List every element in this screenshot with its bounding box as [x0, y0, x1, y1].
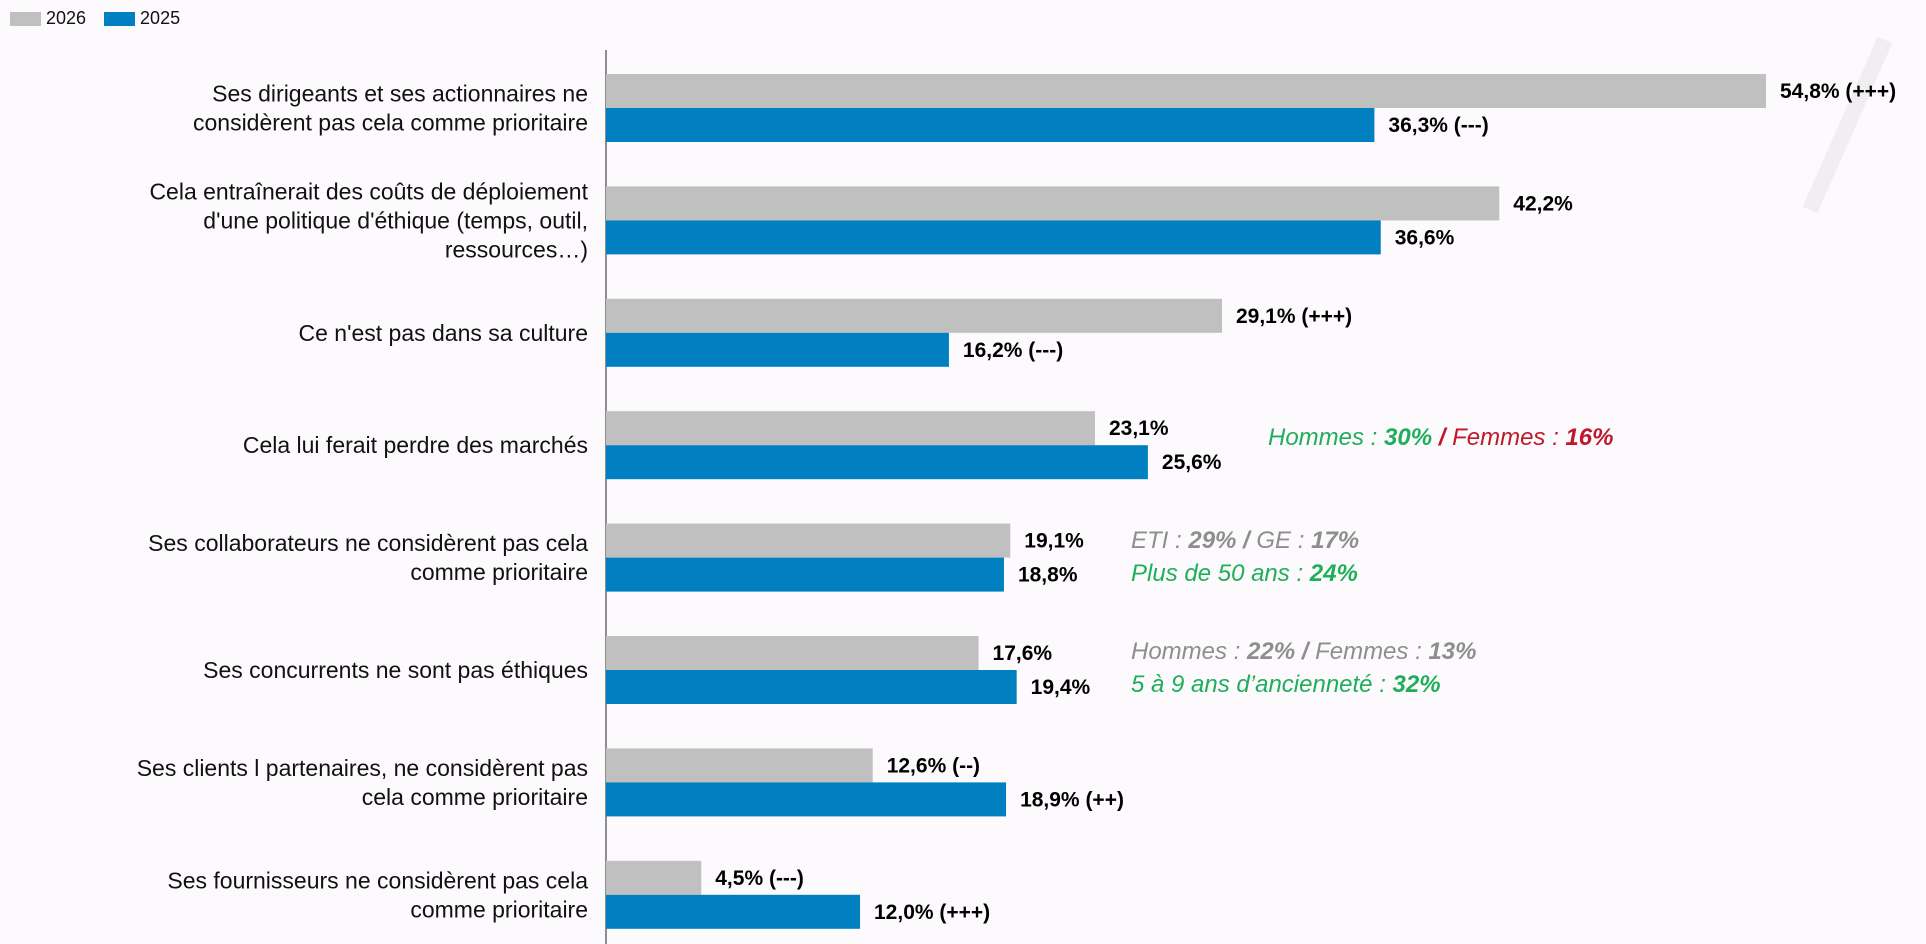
- annotation-segment: 22% /: [1247, 638, 1316, 665]
- bar-2026: [606, 860, 702, 895]
- category-label: Ses dirigeants et ses actionnaires ne con…: [193, 81, 588, 136]
- annotation-segment: Plus de 50 ans :: [1131, 560, 1310, 587]
- data-label-2025: 12,0% (+++): [874, 901, 990, 924]
- annotation-segment: 24%: [1309, 560, 1358, 587]
- data-label-2026: 4,5% (---): [715, 867, 804, 890]
- data-label-2025: 18,8%: [1018, 564, 1078, 587]
- category-label: Cela entraînerait des coûts de déploieme…: [149, 178, 588, 262]
- bar-2025: [606, 782, 1007, 817]
- legend-item-2026: 2026: [10, 8, 86, 29]
- data-label-2025: 19,4%: [1031, 676, 1091, 699]
- data-label-2025: 16,2% (---): [963, 339, 1063, 362]
- legend: 2026 2025: [10, 8, 198, 29]
- annotation-row-4-line-0: ETI : 29% / GE : 17%: [1131, 527, 1359, 555]
- data-label-2026: 54,8% (+++): [1780, 80, 1896, 103]
- bar-2026: [606, 636, 979, 670]
- annotation-segment: 17%: [1311, 527, 1360, 554]
- category-label: Ce n'est pas dans sa culture: [299, 320, 589, 346]
- category-label: Ses fournisseurs ne considèrent pas cela…: [167, 867, 588, 922]
- annotation-segment: 30%: [1384, 424, 1433, 451]
- bar-2025: [606, 670, 1017, 704]
- annotation-row-3-line-0: Hommes : 30% / Femmes : 16%: [1268, 424, 1613, 452]
- category-label: Cela lui ferait perdre des marchés: [243, 432, 588, 458]
- bar-2026: [606, 748, 873, 783]
- annotation-segment: 32%: [1392, 671, 1441, 698]
- bar-2026: [606, 74, 1766, 108]
- legend-swatch-2026: [10, 11, 41, 26]
- bar-2026: [606, 523, 1011, 558]
- data-label-2026: 42,2%: [1513, 192, 1573, 215]
- annotation-segment: 29% /: [1188, 527, 1257, 554]
- annotation-row-4-line-1: Plus de 50 ans : 24%: [1131, 560, 1358, 588]
- category-label: Ses clients l partenaires, ne considèren…: [137, 755, 588, 810]
- data-label-2026: 23,1%: [1109, 417, 1169, 440]
- category-label: Ses concurrents ne sont pas éthiques: [203, 657, 588, 683]
- data-label-2026: 19,1%: [1024, 530, 1084, 553]
- annotation-row-5-line-0: Hommes : 22% / Femmes : 13%: [1131, 638, 1476, 666]
- annotation-segment: Femmes :: [1315, 638, 1429, 665]
- data-label-2025: 18,9% (++): [1020, 788, 1124, 811]
- bar-2026: [606, 411, 1095, 446]
- data-label-2026: 29,1% (+++): [1236, 305, 1352, 328]
- data-label-2026: 12,6% (--): [887, 754, 980, 777]
- annotation-row-5-line-1: 5 à 9 ans d’ancienneté : 32%: [1131, 671, 1441, 699]
- data-label-2025: 25,6%: [1162, 451, 1222, 474]
- category-label: Ses collaborateurs ne considèrent pas ce…: [148, 530, 588, 585]
- data-label-2025: 36,3% (---): [1388, 114, 1488, 137]
- bar-2026: [606, 298, 1222, 333]
- legend-label-2025: 2025: [140, 8, 181, 28]
- annotation-segment: /: [1432, 424, 1453, 451]
- annotation-segment: 16%: [1565, 424, 1614, 451]
- data-label-2026: 17,6%: [993, 642, 1053, 665]
- bar-2025: [606, 220, 1381, 255]
- bar-2025: [606, 332, 949, 367]
- legend-item-2025: 2025: [104, 8, 180, 29]
- annotation-segment: GE :: [1256, 527, 1312, 554]
- annotation-segment: ETI :: [1131, 527, 1189, 554]
- annotation-segment: 13%: [1428, 638, 1477, 665]
- bar-2025: [606, 445, 1148, 480]
- annotation-segment: Hommes :: [1131, 638, 1248, 665]
- bar-2025: [606, 108, 1375, 142]
- bar-2025: [606, 894, 861, 929]
- annotation-segment: 5 à 9 ans d’ancienneté :: [1131, 671, 1393, 698]
- annotation-segment: Femmes :: [1452, 424, 1566, 451]
- legend-label-2026: 2026: [46, 8, 87, 28]
- bar-2026: [606, 186, 1500, 221]
- decorative-stroke: [1802, 36, 1893, 214]
- data-label-2025: 36,6%: [1395, 226, 1455, 249]
- annotation-segment: Hommes :: [1268, 424, 1385, 451]
- bar-2025: [606, 557, 1004, 592]
- legend-swatch-2025: [104, 11, 136, 26]
